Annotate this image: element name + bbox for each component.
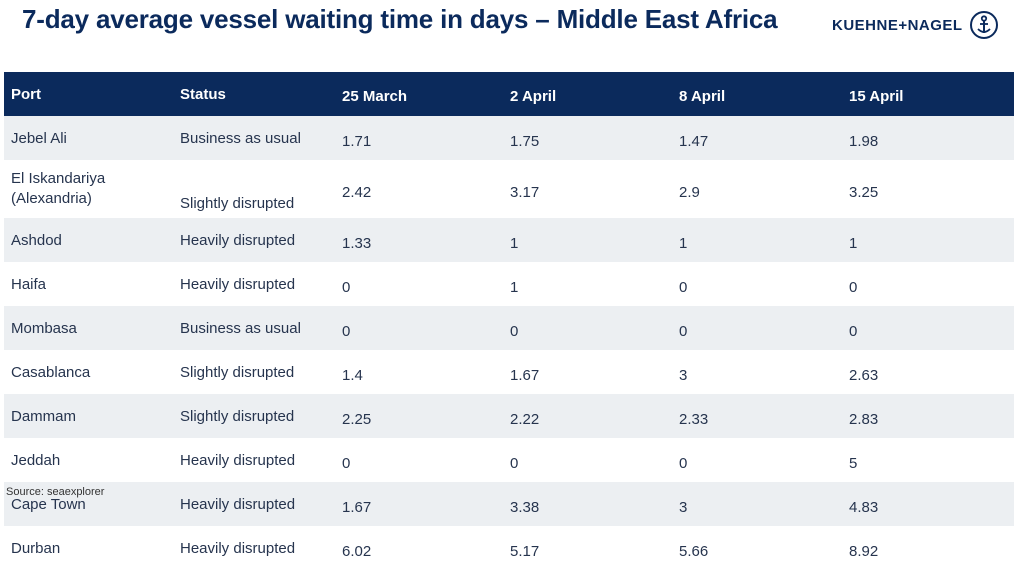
value-cell: 0	[679, 279, 688, 296]
value-cell: 0	[849, 323, 858, 340]
value-cell: 3.25	[849, 184, 879, 201]
table-row: Jebel Ali Business as usual 1.71 1.75 1.47 1.…	[4, 116, 1014, 160]
value-cell: 2.83	[849, 411, 879, 428]
value-cell: 1	[510, 235, 519, 252]
value-cell: 1.33	[342, 235, 372, 252]
value-cell: 2.25	[342, 411, 372, 428]
column-header: 15 April	[849, 87, 904, 105]
column-header: 25 March	[342, 87, 408, 105]
column-header: Port	[11, 85, 41, 103]
table-row: El Iskandariya (Alexandria) Slightly disr…	[4, 160, 1014, 218]
waiting-time-table: Port Status 25 March 2 April 8 April 15 …	[4, 72, 1014, 570]
table-row: Durban Heavily disrupted 6.02 5.17 5.66 8.92	[4, 526, 1014, 570]
value-cell: 1.67	[342, 499, 372, 516]
value-cell: 0	[510, 323, 519, 340]
value-cell: 3.38	[510, 499, 540, 516]
value-cell: 0	[679, 455, 688, 472]
value-cell: 1	[679, 235, 688, 252]
value-cell: 2.9	[679, 184, 700, 201]
page-title: 7-day average vessel waiting time in day…	[22, 4, 778, 34]
table-header-row: Port Status 25 March 2 April 8 April 15 …	[4, 72, 1014, 116]
column-header: 2 April	[510, 87, 557, 105]
status-cell: Heavily disrupted	[180, 495, 296, 513]
value-cell: 2.63	[849, 367, 879, 384]
value-cell: 3	[679, 499, 688, 516]
table-row: Haifa Heavily disrupted 0 1 0 0	[4, 262, 1014, 306]
status-cell: Heavily disrupted	[180, 231, 296, 249]
value-cell: 6.02	[342, 543, 372, 560]
port-cell: Jeddah	[11, 451, 61, 469]
value-cell: 5.17	[510, 543, 540, 560]
value-cell: 1.98	[849, 133, 879, 150]
value-cell: 1	[849, 235, 858, 252]
value-cell: 2.22	[510, 411, 540, 428]
port-cell: Haifa	[11, 275, 47, 293]
status-cell: Slightly disrupted	[180, 407, 295, 425]
table-row: Jeddah Heavily disrupted 0 0 0 5	[4, 438, 1014, 482]
value-cell: 8.92	[849, 543, 879, 560]
value-cell: 5.66	[679, 543, 709, 560]
value-cell: 0	[342, 279, 351, 296]
value-cell: 0	[342, 323, 351, 340]
status-cell: Heavily disrupted	[180, 451, 296, 469]
port-cell: Mombasa	[11, 319, 77, 337]
value-cell: 1.47	[679, 133, 709, 150]
value-cell: 1	[510, 279, 519, 296]
port-cell: Jebel Ali	[11, 129, 67, 147]
column-header: 8 April	[679, 87, 726, 105]
port-cell: Casablanca	[11, 363, 91, 381]
value-cell: 3.17	[510, 184, 540, 201]
status-cell: Business as usual	[180, 129, 301, 147]
status-cell: Business as usual	[180, 319, 301, 337]
anchor-icon	[969, 11, 998, 39]
value-cell: 3	[679, 367, 688, 384]
value-cell: 2.33	[679, 411, 709, 428]
value-cell: 2.42	[342, 184, 372, 201]
column-header: Status	[180, 85, 226, 103]
value-cell: 1.4	[342, 367, 363, 384]
value-cell: 0	[510, 455, 519, 472]
table-row: Ashdod Heavily disrupted 1.33 1 1 1	[4, 218, 1014, 262]
value-cell: 0	[849, 279, 858, 296]
value-cell: 4.83	[849, 499, 879, 516]
source-note: Source: seaexplorer	[6, 486, 105, 498]
table-row: Casablanca Slightly disrupted 1.4 1.67 3 2.63	[4, 350, 1014, 394]
brand-name: KUEHNE+NAGEL	[832, 16, 963, 34]
value-cell: El Iskandariya (Alexandria)	[11, 170, 106, 207]
value-cell: 1.75	[510, 133, 540, 150]
value-cell: 0	[679, 323, 688, 340]
port-cell: Ashdod	[11, 231, 62, 249]
value-cell: 1.67	[510, 367, 540, 384]
port-cell: Durban	[11, 539, 61, 557]
brand-logo: KUEHNE+NAGEL	[832, 10, 999, 40]
status-cell: Slightly disrupted	[180, 363, 295, 381]
value-cell: 1.71	[342, 133, 372, 150]
table-row: Cape Town Heavily disrupted 1.67 3.38 3 4.83	[4, 482, 1014, 526]
status-cell: Heavily disrupted	[180, 275, 296, 293]
port-cell: Dammam	[11, 407, 77, 425]
value-cell: 0	[342, 455, 351, 472]
table-row: Dammam Slightly disrupted 2.25 2.22 2.33 2.83	[4, 394, 1014, 438]
value-cell: 5	[849, 455, 858, 472]
status-cell: Heavily disrupted	[180, 539, 296, 557]
table-row: Mombasa Business as usual 0 0 0 0	[4, 306, 1014, 350]
status-cell: Slightly disrupted	[180, 195, 295, 212]
